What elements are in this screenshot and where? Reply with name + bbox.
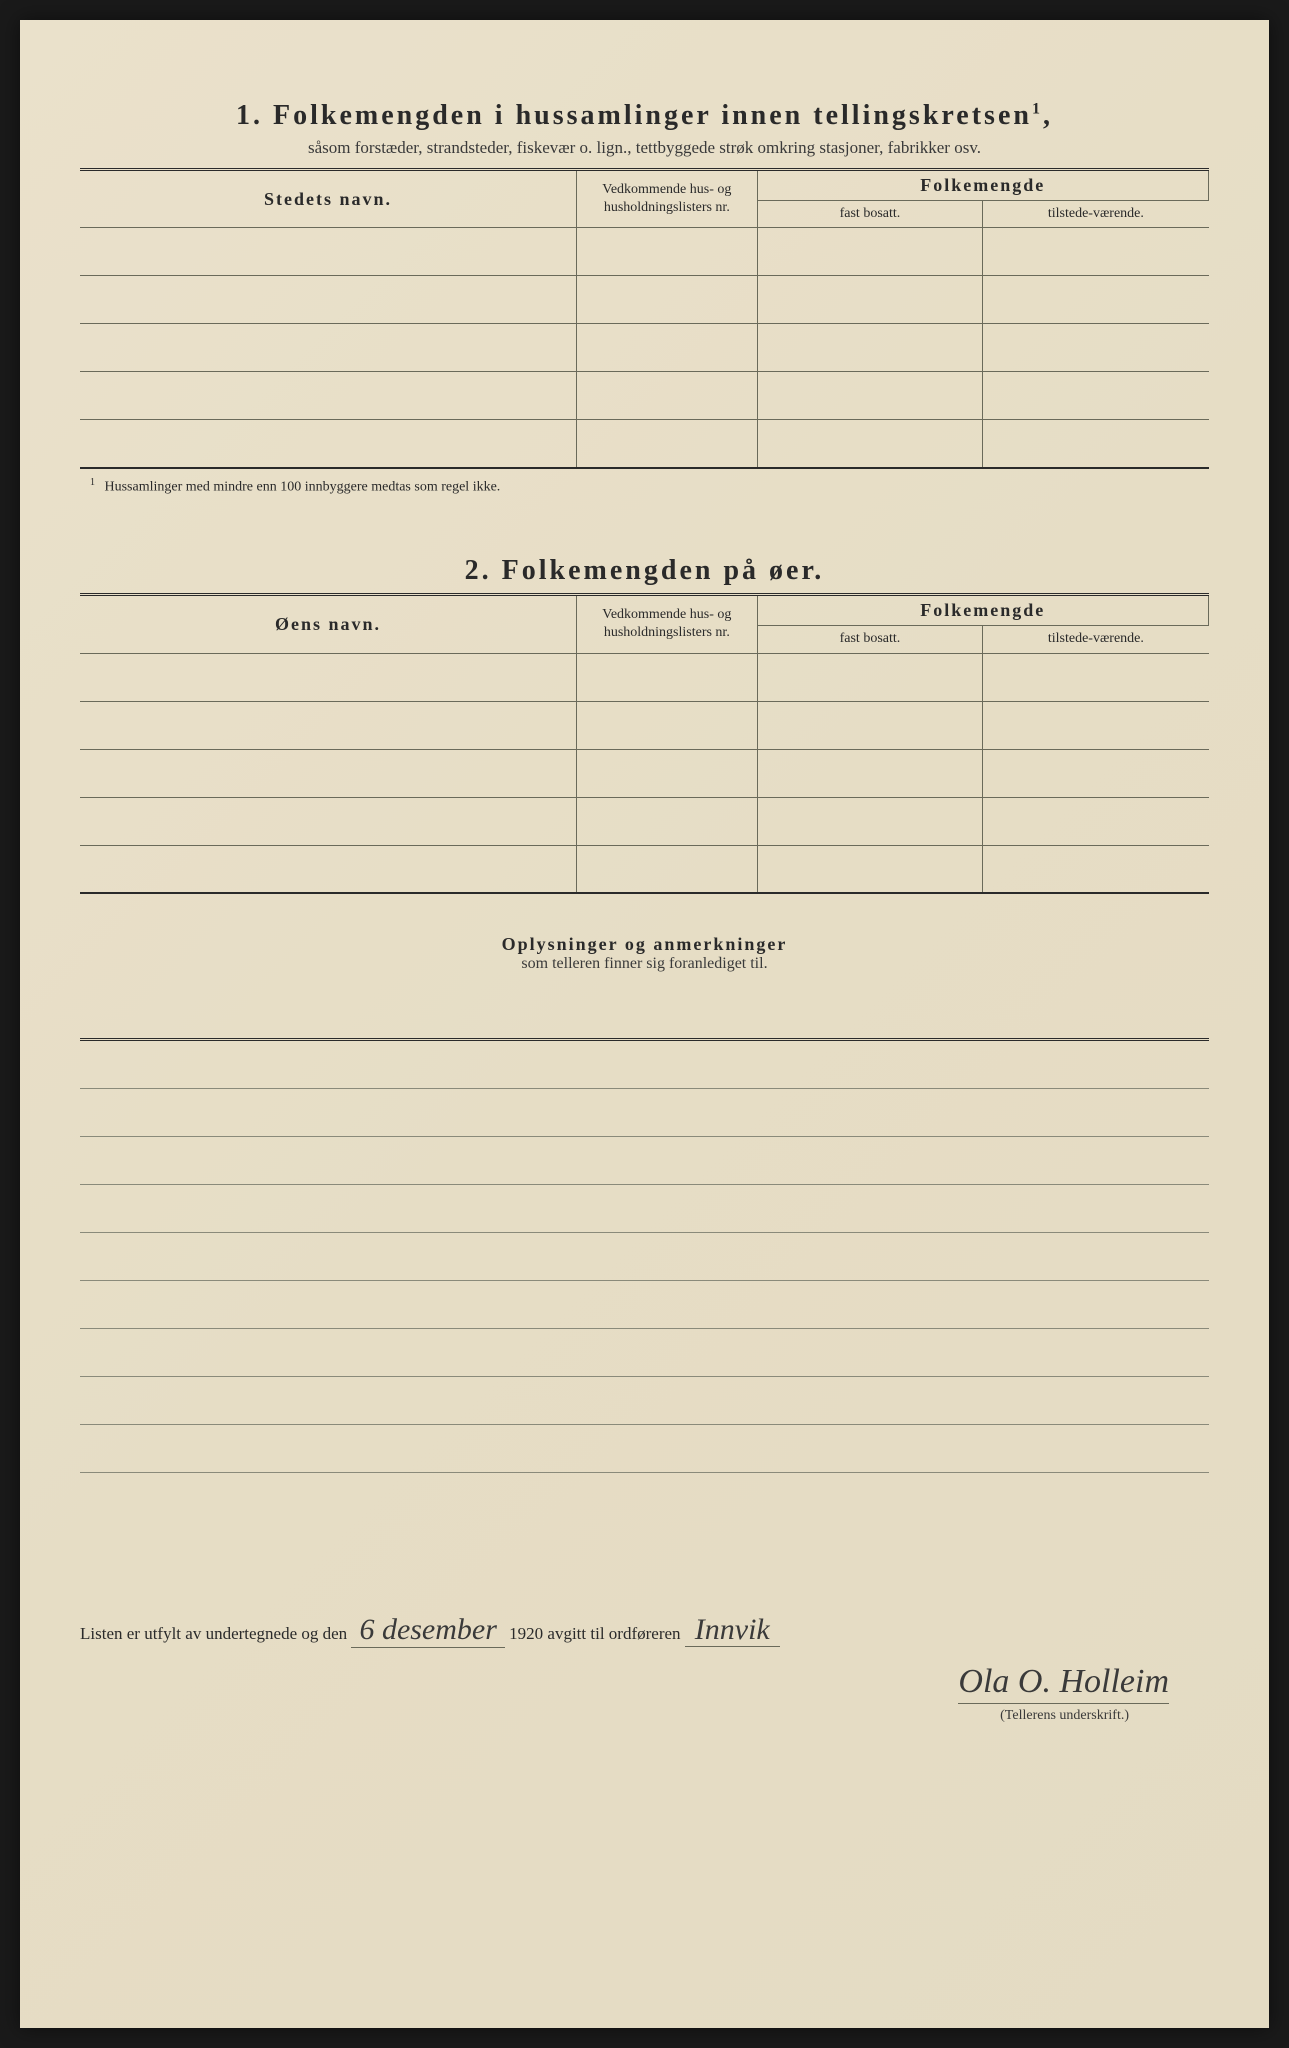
note-line	[80, 1281, 1209, 1329]
section1-subtitle: såsom forstæder, strandsteder, fiskevær …	[80, 138, 1209, 158]
th-listers-nr-2: Vedkommende hus- og husholdningslisters …	[577, 595, 758, 653]
table-row	[80, 701, 1209, 749]
th-folkemengde-2: Folkemengde	[757, 595, 1208, 626]
note-line	[80, 1329, 1209, 1377]
sig-year: 1920	[509, 1624, 543, 1643]
sig-place: Innvik	[685, 1613, 780, 1647]
notes-title: Oplysninger og anmerkninger	[80, 934, 1209, 955]
table-row	[80, 372, 1209, 420]
section1-table: Stedets navn. Vedkommende hus- og hushol…	[80, 168, 1209, 469]
table-row	[80, 420, 1209, 468]
footnote-text: Hussamlinger med mindre enn 100 innbygge…	[105, 479, 501, 494]
note-line	[80, 1137, 1209, 1185]
section1-title: 1. Folkemengden i hussamlinger innen tel…	[80, 100, 1209, 132]
table-row	[80, 653, 1209, 701]
table-row	[80, 228, 1209, 276]
note-line	[80, 1089, 1209, 1137]
note-line	[80, 993, 1209, 1041]
th-fast: fast bosatt.	[757, 201, 983, 228]
th-oens-navn: Øens navn.	[80, 595, 577, 653]
notes-subtitle: som telleren finner sig foranlediget til…	[80, 955, 1209, 973]
th-tilstede: tilstede-værende.	[983, 201, 1209, 228]
footnote-marker: 1	[90, 477, 95, 488]
note-line	[80, 1233, 1209, 1281]
section1-footnote: 1 Hussamlinger med mindre enn 100 innbyg…	[80, 477, 1209, 496]
note-line	[80, 1425, 1209, 1473]
sig-mid: avgitt til ordføreren	[547, 1624, 680, 1643]
section2-title-text: Folkemengden på øer.	[502, 555, 825, 586]
table-row	[80, 797, 1209, 845]
th-fast-2: fast bosatt.	[757, 626, 983, 653]
sig-prefix: Listen er utfylt av undertegnede og den	[80, 1624, 347, 1643]
th-listers-nr: Vedkommende hus- og husholdningslisters …	[577, 170, 758, 228]
sig-caption: (Tellerens underskrift.)	[1000, 1708, 1129, 1724]
table-row	[80, 749, 1209, 797]
section2-title: 2. Folkemengden på øer.	[80, 555, 1209, 587]
note-line	[80, 1185, 1209, 1233]
sig-date: 6 desember	[351, 1613, 504, 1648]
section1-title-text: Folkemengden i hussamlinger innen tellin…	[273, 100, 1032, 131]
section2-tbody	[80, 653, 1209, 893]
th-tilstede-2: tilstede-værende.	[983, 626, 1209, 653]
section1-superscript: 1	[1032, 101, 1043, 118]
section2-table: Øens navn. Vedkommende hus- og husholdni…	[80, 593, 1209, 894]
note-line	[80, 1041, 1209, 1089]
th-stedets-navn: Stedets navn.	[80, 170, 577, 228]
notes-lines	[80, 993, 1209, 1473]
signature-area: Listen er utfylt av undertegnede og den …	[80, 1613, 1209, 1648]
section1-tbody	[80, 228, 1209, 468]
table-row	[80, 845, 1209, 893]
document-page: 1. Folkemengden i hussamlinger innen tel…	[20, 20, 1269, 2028]
section1-number: 1.	[236, 100, 263, 131]
section2-number: 2.	[465, 555, 492, 586]
table-row	[80, 324, 1209, 372]
th-folkemengde: Folkemengde	[757, 170, 1208, 201]
table-row	[80, 276, 1209, 324]
note-line	[80, 1377, 1209, 1425]
sig-name: Ola O. Holleim	[958, 1663, 1169, 1704]
